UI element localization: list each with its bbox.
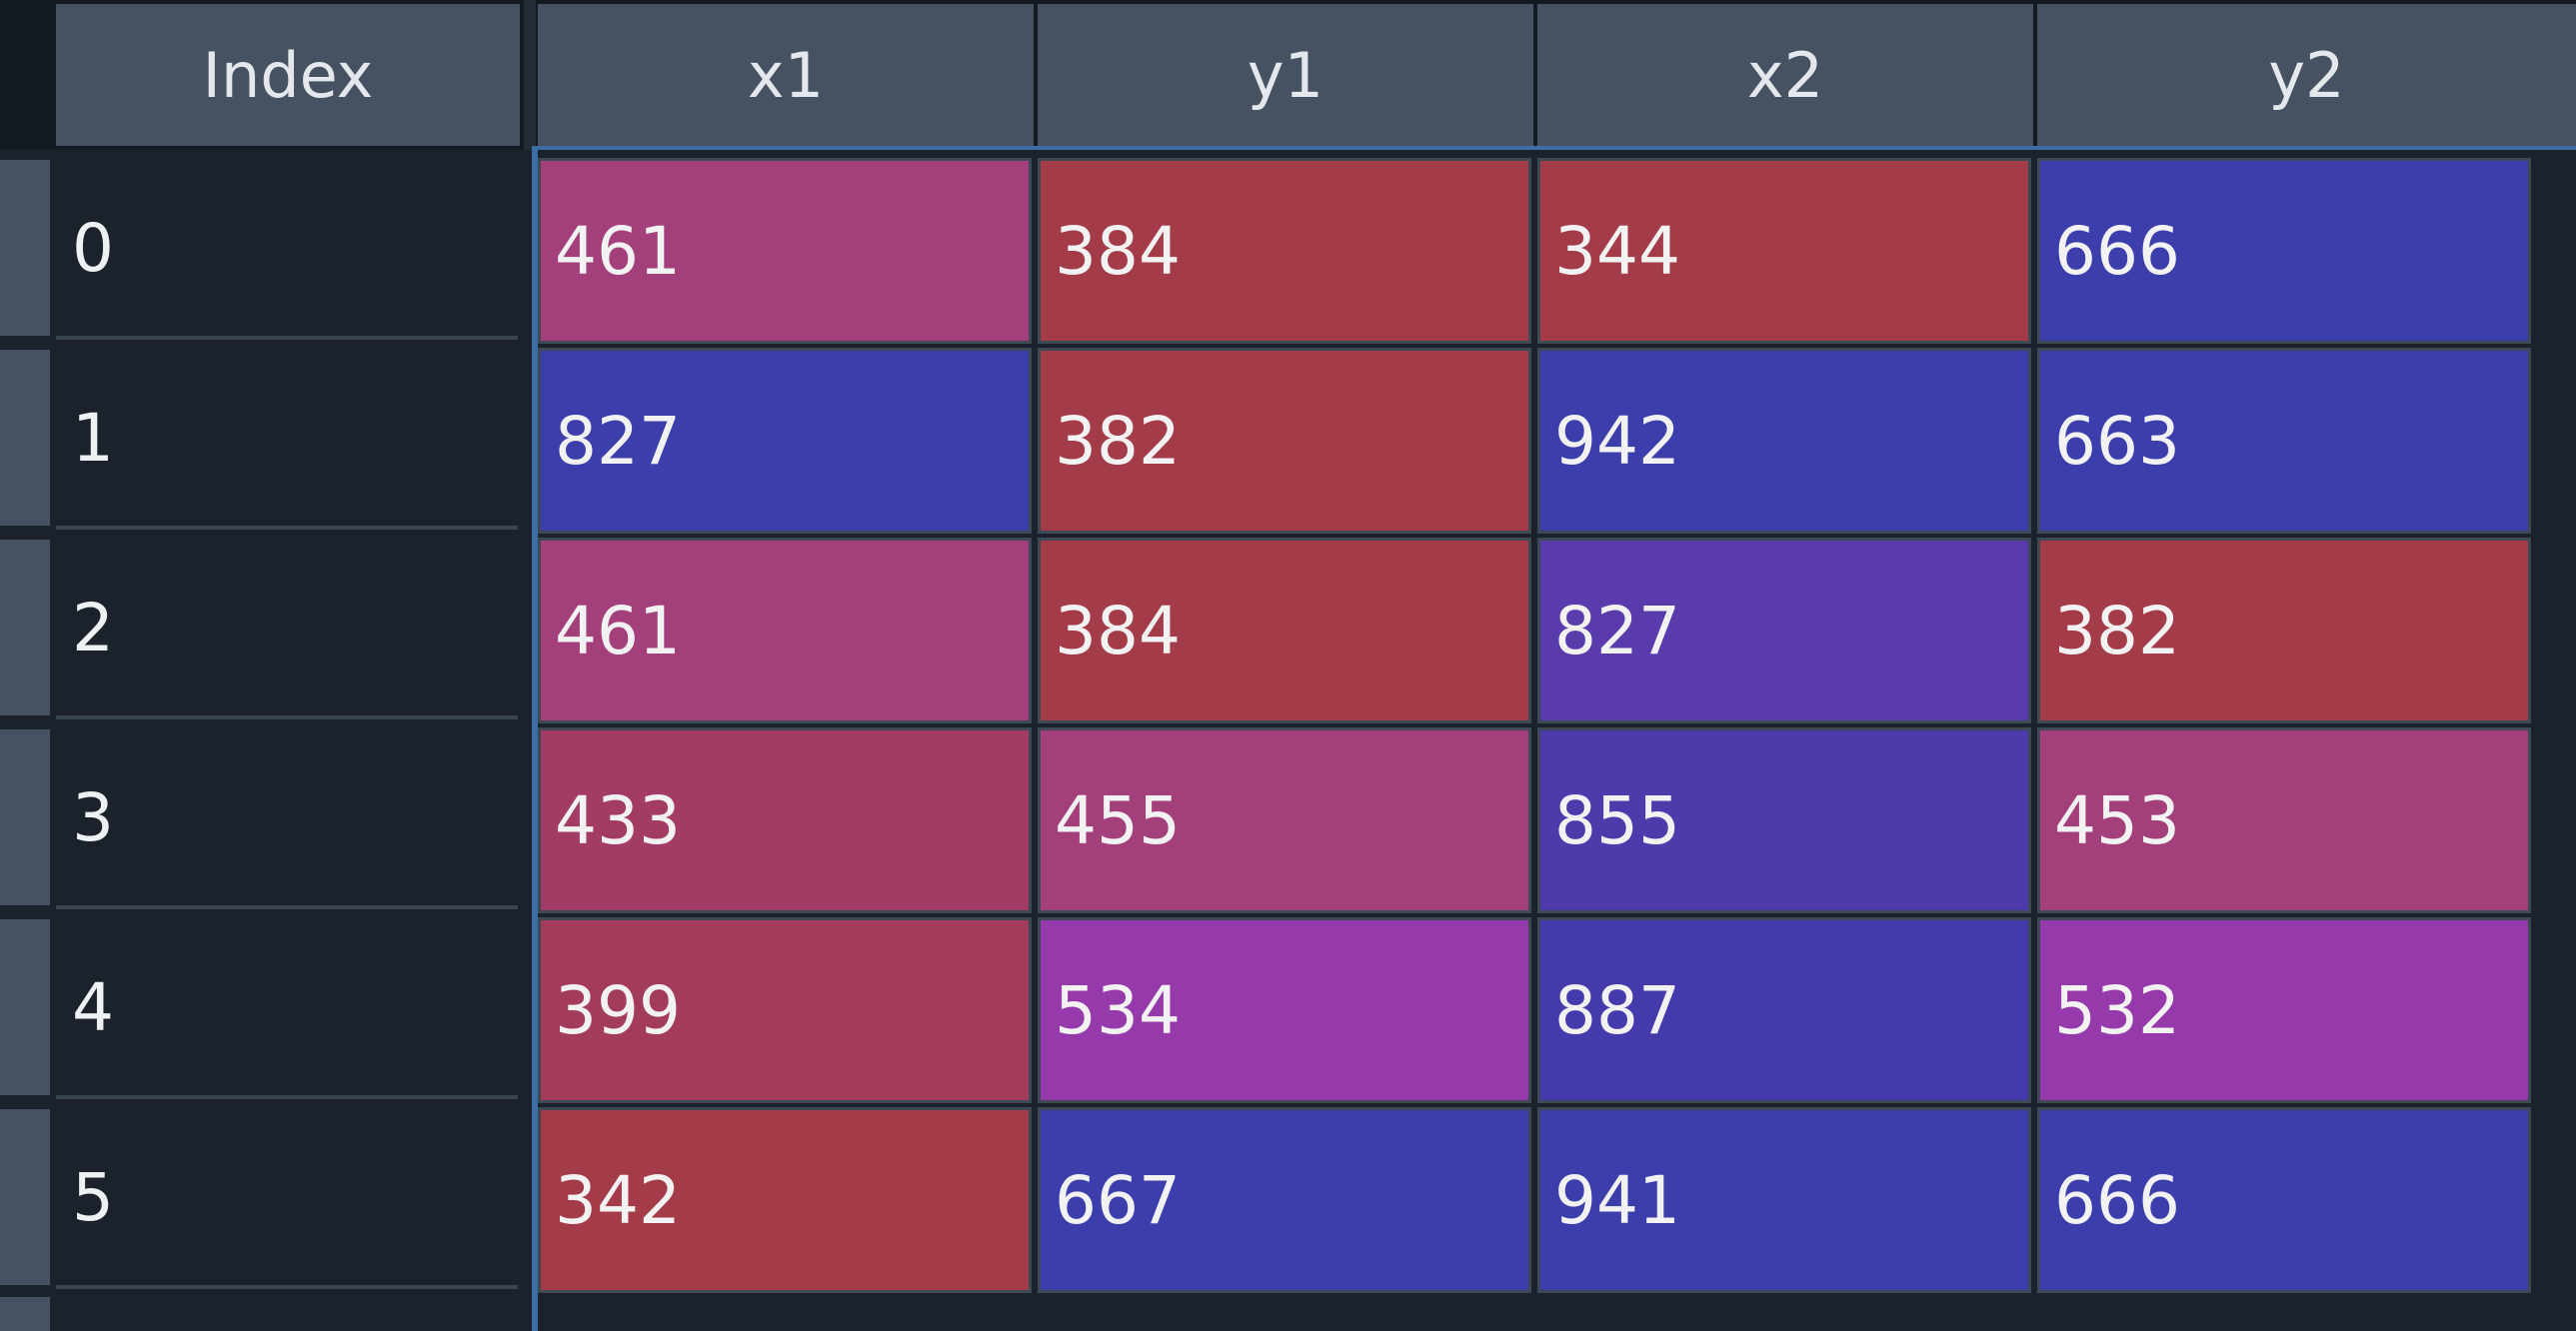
column-header-x2[interactable]: x2: [1537, 4, 2033, 146]
selection-left-edge: [532, 150, 538, 1331]
index-cell: 1: [56, 350, 518, 526]
column-header-label: x2: [1746, 38, 1824, 112]
corner-stub: [0, 0, 52, 150]
data-cell-x1[interactable]: 827: [538, 348, 1032, 534]
data-cell-y2[interactable]: 666: [2037, 1107, 2531, 1293]
data-cell-x2[interactable]: 942: [1537, 348, 2031, 534]
row-header-stub[interactable]: [0, 1109, 50, 1285]
data-cell-y2[interactable]: 532: [2037, 917, 2531, 1103]
row-divider: [56, 1095, 518, 1099]
index-header-label: Index: [202, 38, 374, 112]
data-cell-y1[interactable]: 384: [1038, 538, 1531, 723]
row-header-stub-partial: [0, 1297, 50, 1331]
data-cell-x1[interactable]: 433: [538, 727, 1032, 913]
data-cell-x2[interactable]: 855: [1537, 727, 2031, 913]
data-cell-x2[interactable]: 827: [1537, 538, 2031, 723]
column-header-y1[interactable]: y1: [1038, 4, 1533, 146]
column-header-label: x1: [747, 38, 825, 112]
column-header-label: y1: [1247, 38, 1324, 112]
data-cell-y2[interactable]: 666: [2037, 158, 2531, 344]
row-header-stub[interactable]: [0, 160, 50, 336]
index-cell: 0: [56, 160, 518, 336]
row-divider: [56, 336, 518, 340]
row-divider: [56, 1285, 518, 1289]
row-divider: [56, 905, 518, 909]
index-cell-partial: [56, 1297, 518, 1331]
data-cell-y1[interactable]: 384: [1038, 158, 1531, 344]
index-cell: 3: [56, 729, 518, 905]
column-header-x1[interactable]: x1: [538, 4, 1034, 146]
data-cell-y2[interactable]: 453: [2037, 727, 2531, 913]
header-splitter[interactable]: [524, 0, 536, 150]
data-cell-y1[interactable]: 455: [1038, 727, 1531, 913]
data-cell-x1[interactable]: 342: [538, 1107, 1032, 1293]
row-header-stub[interactable]: [0, 350, 50, 526]
row-divider: [56, 526, 518, 530]
data-cell-y1[interactable]: 534: [1038, 917, 1531, 1103]
index-cell: 4: [56, 919, 518, 1095]
selection-top-edge: [532, 146, 2576, 151]
row-header-stub[interactable]: [0, 540, 50, 715]
data-cell-y1[interactable]: 667: [1038, 1107, 1531, 1293]
data-grid: 461 384 344 666 827 382 942 663 461 384 827 382 433 4…: [538, 150, 2576, 1331]
data-cell-y1[interactable]: 382: [1038, 348, 1531, 534]
index-row[interactable]: 5: [0, 1099, 536, 1289]
data-cell-x1[interactable]: 461: [538, 538, 1032, 723]
data-cell-x1[interactable]: 461: [538, 158, 1032, 344]
header-row: Index x1 y1 x2 y2: [0, 0, 2576, 150]
column-header-y2[interactable]: y2: [2037, 4, 2576, 146]
data-cell-y2[interactable]: 382: [2037, 538, 2531, 723]
index-row[interactable]: 3: [0, 719, 536, 909]
index-column-header[interactable]: Index: [56, 4, 520, 146]
row-divider: [56, 715, 518, 719]
index-column: 0 1 2 3 4 5: [0, 150, 536, 1331]
index-row[interactable]: 2: [0, 530, 536, 719]
column-header-label: y2: [2268, 38, 2345, 112]
index-row[interactable]: 4: [0, 909, 536, 1099]
index-row[interactable]: 0: [0, 150, 536, 340]
data-cell-x2[interactable]: 941: [1537, 1107, 2031, 1293]
index-row[interactable]: 1: [0, 340, 536, 530]
row-header-stub[interactable]: [0, 919, 50, 1095]
index-cell: 5: [56, 1109, 518, 1285]
data-cell-x1[interactable]: 399: [538, 917, 1032, 1103]
data-cell-x2[interactable]: 887: [1537, 917, 2031, 1103]
data-cell-x2[interactable]: 344: [1537, 158, 2031, 344]
row-header-stub[interactable]: [0, 729, 50, 905]
index-cell: 2: [56, 540, 518, 715]
data-cell-y2[interactable]: 663: [2037, 348, 2531, 534]
